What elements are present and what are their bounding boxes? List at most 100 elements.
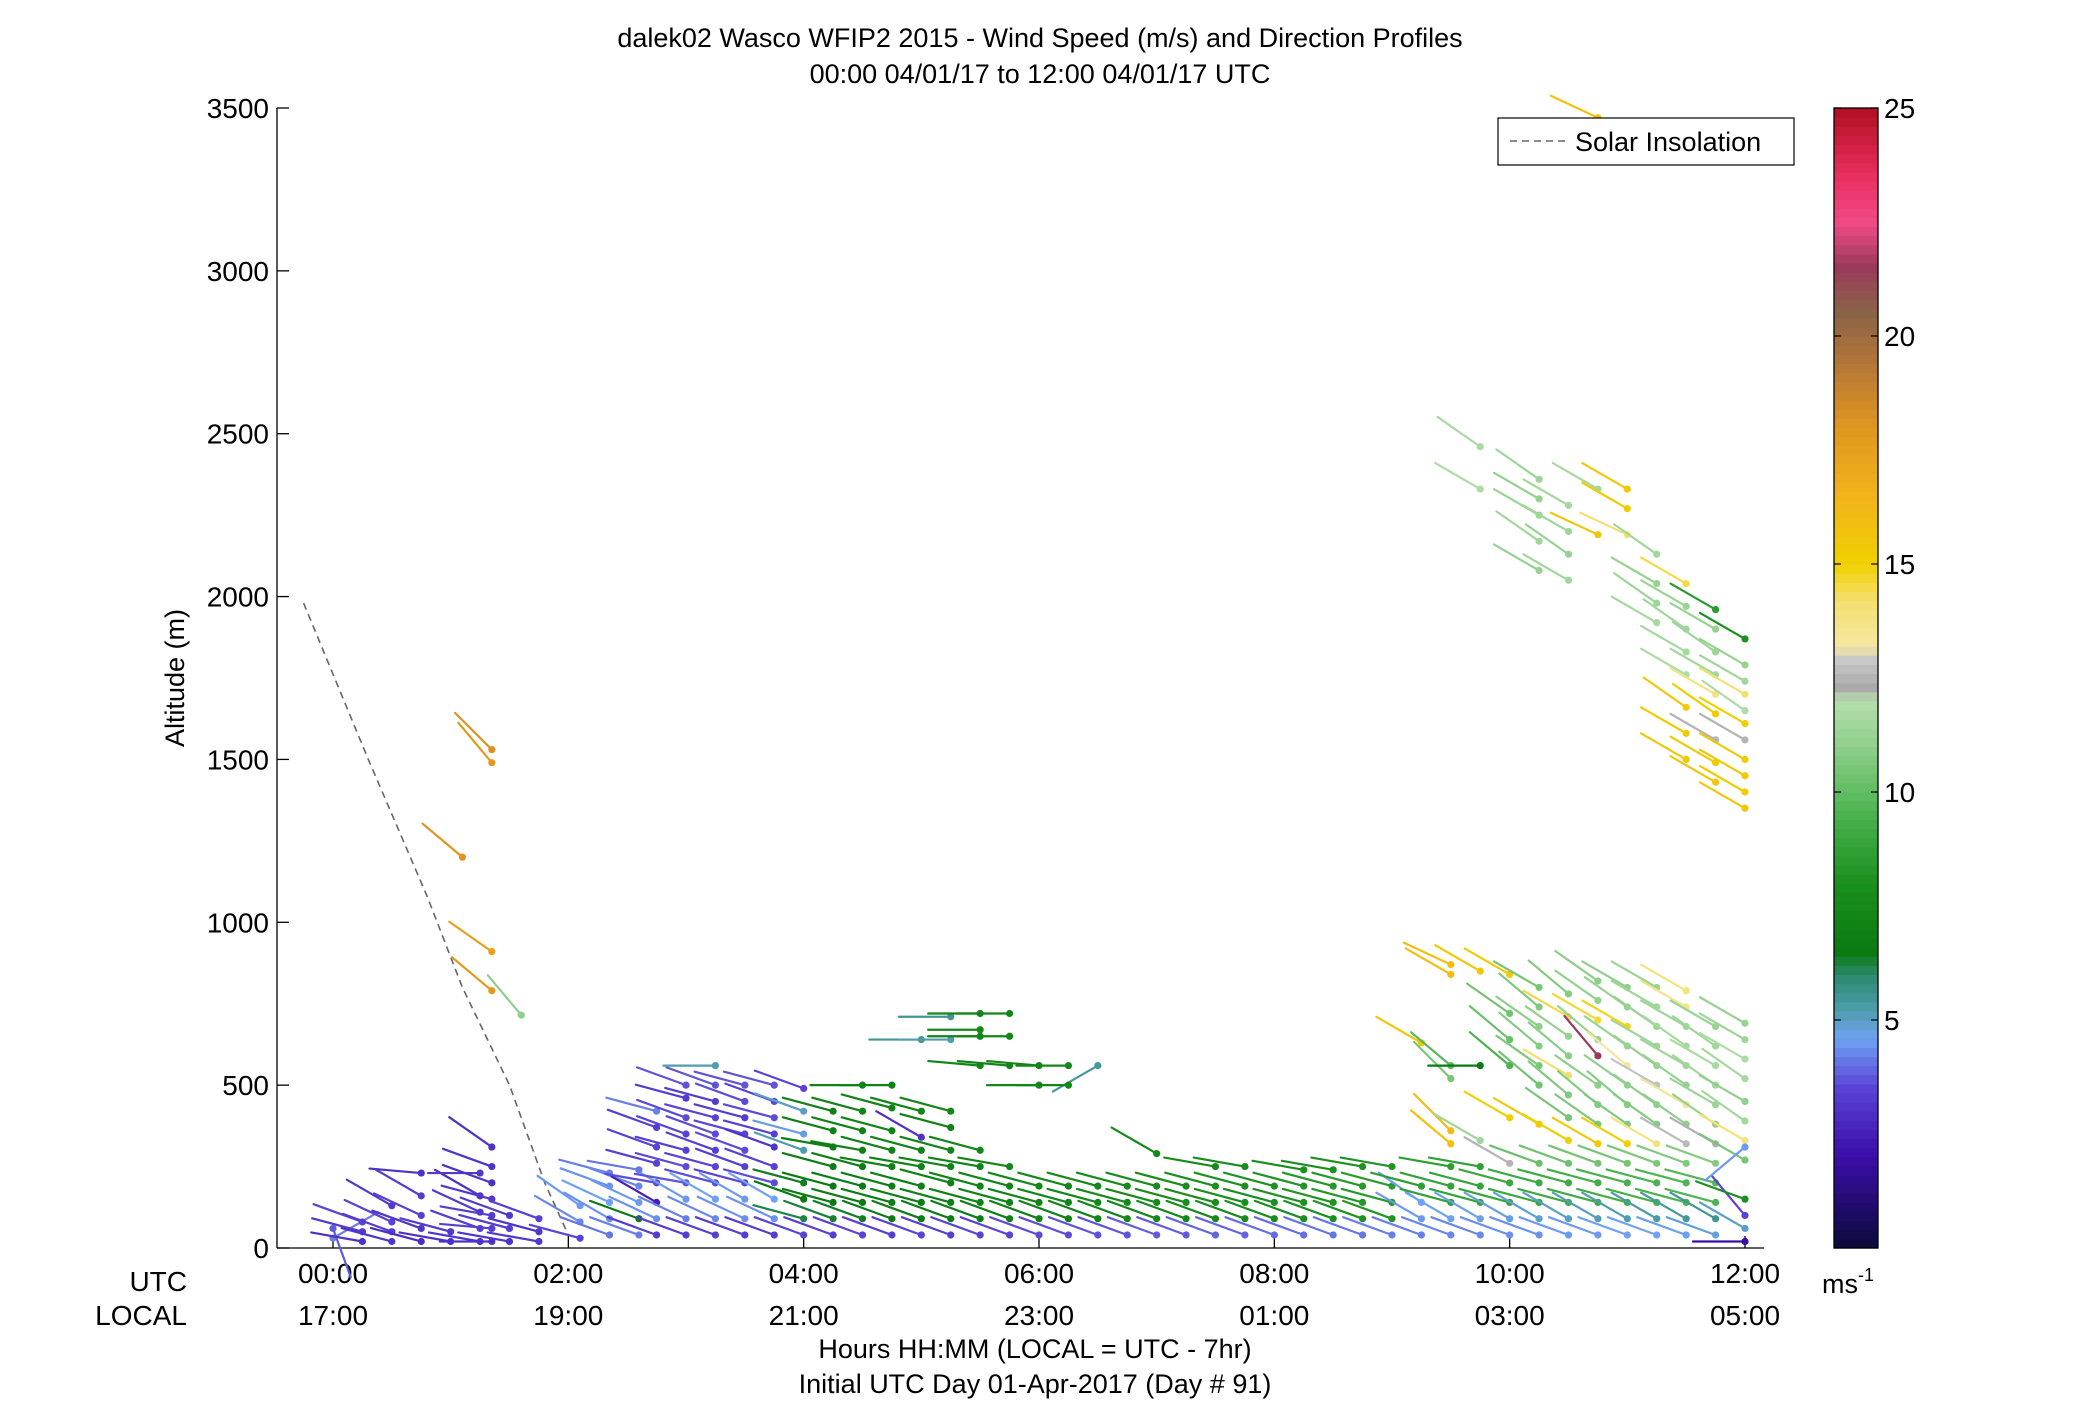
wind-barb-point (1653, 1215, 1661, 1223)
wind-barb-point (711, 1081, 720, 1089)
wind-barb-staff (870, 1171, 923, 1188)
wind-barb-point (1741, 772, 1749, 780)
wind-barb-point (1682, 602, 1690, 610)
wind-barb (1223, 1171, 1278, 1190)
colorbar-band (1834, 928, 1878, 939)
wind-barb-point (388, 1237, 396, 1246)
wind-barb-staff (811, 1096, 864, 1113)
wind-barb (590, 1179, 643, 1206)
wind-barb-staff (1468, 1031, 1511, 1067)
colorbar-unit: ms-1 (1822, 1265, 1874, 1299)
wind-barb-staff (928, 1171, 982, 1188)
wind-barb-point (1535, 1003, 1543, 1011)
wind-barb-staff (752, 1168, 805, 1184)
chart-subtitle: 00:00 04/01/17 to 12:00 04/01/17 UTC (810, 59, 1271, 89)
wind-barb-point (1241, 1215, 1249, 1223)
colorbar-band (1834, 445, 1878, 456)
wind-barb-point (1741, 1117, 1749, 1125)
colorbar-band (1834, 755, 1878, 766)
wind-barb (1311, 1171, 1367, 1190)
wind-barb-staff (1310, 1156, 1364, 1168)
colorbar-band (1834, 664, 1878, 675)
wind-barb (1698, 1074, 1749, 1106)
colorbar-band (1834, 527, 1878, 538)
wind-barb-point (1447, 970, 1455, 979)
wind-barb-point (1741, 1097, 1749, 1106)
wind-barb-point (888, 1162, 896, 1171)
colorbar-band (1834, 1092, 1878, 1103)
wind-barb (722, 1070, 778, 1089)
wind-barb-staff (1224, 1216, 1276, 1237)
wind-barb-staff (606, 1108, 658, 1129)
colorbar-band (1834, 472, 1878, 483)
wind-barb-staff (1312, 1216, 1364, 1237)
wind-barb (927, 1156, 984, 1171)
wind-barb-staff (781, 1116, 835, 1132)
colorbar-band (1834, 618, 1878, 629)
wind-barb-staff (588, 1216, 641, 1237)
wind-barb (667, 1195, 720, 1223)
wind-barb (1495, 510, 1543, 545)
wind-barb-point (1476, 1136, 1484, 1145)
wind-barb-point (1182, 1215, 1190, 1223)
wind-barb-staff (899, 1168, 952, 1184)
colorbar-band (1834, 600, 1878, 611)
wind-barb-point (800, 1215, 808, 1223)
wind-barb (1606, 1144, 1661, 1167)
wind-barb-staff (331, 1211, 380, 1240)
colorbar-band (1834, 1111, 1878, 1121)
wind-barb-point (741, 1146, 749, 1154)
wind-barb-staff (899, 1135, 952, 1152)
colorbar-band (1834, 190, 1878, 200)
wind-barb-staff (1549, 511, 1600, 536)
wind-barb-staff (1134, 1187, 1188, 1204)
wind-barb (1517, 1168, 1573, 1187)
wind-barb (810, 1140, 867, 1154)
wind-barb-staff (930, 1199, 982, 1220)
wind-barb-point (711, 1195, 720, 1203)
wind-barb (696, 1195, 749, 1223)
wind-barb-staff (441, 1147, 493, 1168)
wind-barb (1698, 1012, 1749, 1044)
wind-barb (310, 1231, 367, 1246)
wind-barb-staff (1698, 732, 1747, 761)
wind-barb (1192, 1156, 1249, 1171)
colorbar-band (1834, 1229, 1878, 1240)
wind-barb (1495, 448, 1543, 483)
wind-barb-staff (427, 1231, 482, 1243)
wind-barb-staff (1701, 1090, 1747, 1123)
wind-barb-staff (563, 1191, 611, 1220)
wind-barb-point (1564, 1231, 1573, 1239)
wind-barb (694, 1131, 749, 1154)
wind-barb-point (976, 1026, 984, 1034)
wind-barb-staff (1487, 1168, 1541, 1184)
wind-barb (1640, 1191, 1690, 1223)
wind-barb-point (1682, 579, 1690, 588)
wind-barb-staff (558, 1158, 611, 1175)
wind-barb-staff (875, 1110, 923, 1139)
wind-barb-staff (1046, 1171, 1099, 1188)
wind-barb-staff (1583, 1093, 1629, 1126)
wind-barb-staff (1522, 553, 1570, 582)
wind-barb (987, 1187, 1043, 1206)
colorbar-band (1834, 317, 1878, 328)
wind-barb (871, 1216, 925, 1239)
wind-barb-staff (450, 956, 493, 992)
wind-barb-point (1564, 1215, 1573, 1223)
wind-barb (783, 1216, 837, 1239)
wind-barb-point (1535, 475, 1543, 483)
wind-barb-point (1123, 1231, 1131, 1239)
wind-barb-point (417, 1192, 425, 1200)
wind-barb (694, 1216, 749, 1239)
wind-barb-staff (1465, 982, 1511, 1015)
wind-barb-staff (1640, 999, 1688, 1028)
wind-barb (488, 1199, 543, 1223)
wind-barb (1524, 1005, 1573, 1040)
wind-barb-staff (1640, 579, 1688, 608)
wind-barb (841, 1199, 896, 1223)
wind-barb-point (770, 1195, 778, 1203)
wind-barb-point (1329, 1166, 1337, 1174)
wind-barb-point (1300, 1231, 1308, 1239)
wind-barb-staff (606, 1128, 658, 1149)
wind-barb (588, 1216, 643, 1239)
